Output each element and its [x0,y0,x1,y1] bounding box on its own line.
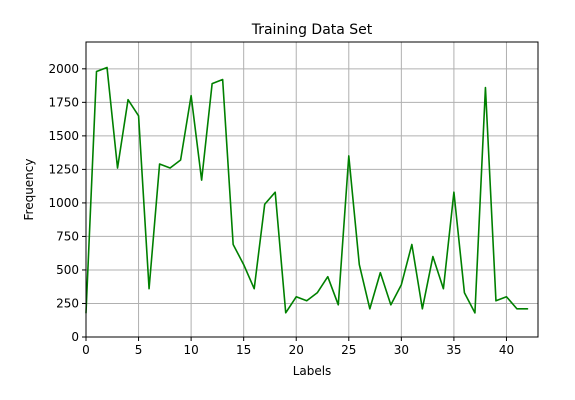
series-layer [86,67,527,312]
chart-title: Training Data Set [251,22,373,38]
y-tick-label: 1750 [48,95,79,109]
y-tick-label: 0 [71,330,79,344]
x-tick-label: 25 [341,343,356,357]
y-tick-label: 2000 [48,62,79,76]
y-tick-label: 500 [56,263,79,277]
y-tick-label: 1500 [48,129,79,143]
plot-area-frame [86,42,538,337]
x-axis: 0 5 10 15 20 25 30 35 40 [82,337,514,357]
x-tick-label: 0 [82,343,90,357]
x-tick-label: 30 [394,343,409,357]
y-axis: 0 250 500 750 1000 1250 1500 1750 2000 [48,62,86,344]
x-tick-label: 40 [499,343,514,357]
x-tick-label: 5 [135,343,143,357]
y-axis-label: Frequency [22,159,36,221]
y-tick-label: 750 [56,229,79,243]
y-tick-label: 1000 [48,196,79,210]
y-tick-label: 1250 [48,162,79,176]
x-tick-label: 10 [183,343,198,357]
x-axis-label: Labels [293,364,332,378]
x-tick-label: 15 [236,343,251,357]
series-line [86,67,527,312]
y-tick-label: 250 [56,296,79,310]
x-tick-label: 35 [446,343,461,357]
grid-layer [86,42,538,337]
x-tick-label: 20 [289,343,304,357]
